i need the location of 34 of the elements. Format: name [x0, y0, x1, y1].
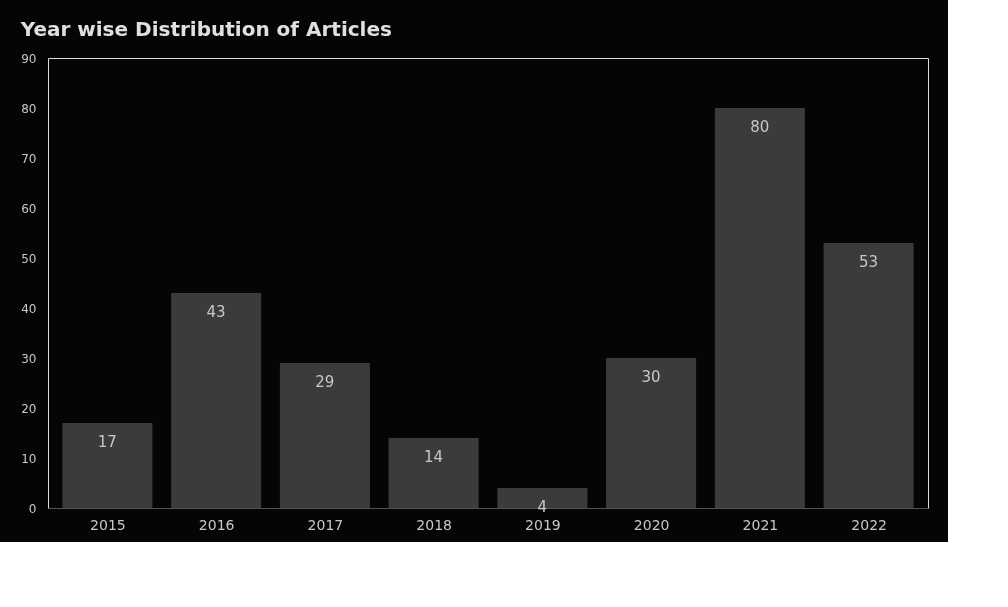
- data-label: 17: [97, 433, 117, 451]
- data-label: 4: [537, 498, 548, 516]
- y-tick-label: 50: [21, 251, 37, 266]
- chart-title: Year wise Distribution of Articles: [19, 17, 392, 41]
- x-tick-label: 2016: [198, 516, 235, 533]
- bar: [714, 108, 805, 508]
- y-tick-label: 10: [21, 451, 37, 466]
- x-tick-label: 2018: [416, 516, 452, 533]
- y-tick-label: 70: [21, 151, 37, 166]
- y-tick-label: 20: [21, 401, 37, 416]
- data-label: 14: [424, 448, 444, 466]
- y-tick-label: 90: [21, 51, 37, 66]
- x-tick-label: 2021: [742, 516, 779, 533]
- y-tick-label: 30: [21, 351, 37, 366]
- data-label: 43: [206, 303, 226, 321]
- y-tick-label: 0: [28, 501, 37, 516]
- bar: [606, 358, 697, 508]
- x-tick-label: 2020: [633, 516, 670, 533]
- bar: [279, 363, 370, 508]
- data-label: 53: [859, 253, 879, 271]
- x-tick-label: 2019: [525, 516, 561, 533]
- bar: [823, 243, 914, 508]
- bar: [388, 438, 479, 508]
- bar: [171, 293, 262, 508]
- data-label: 30: [641, 368, 661, 386]
- x-tick-label: 2015: [90, 516, 126, 533]
- x-tick-label: 2022: [851, 516, 887, 533]
- y-tick-label: 60: [21, 201, 37, 216]
- bar: [62, 423, 153, 508]
- data-label: 80: [750, 118, 770, 136]
- data-label: 29: [315, 373, 335, 391]
- x-tick-label: 2017: [307, 516, 344, 533]
- y-tick-label: 40: [21, 301, 37, 316]
- y-tick-label: 80: [21, 101, 37, 116]
